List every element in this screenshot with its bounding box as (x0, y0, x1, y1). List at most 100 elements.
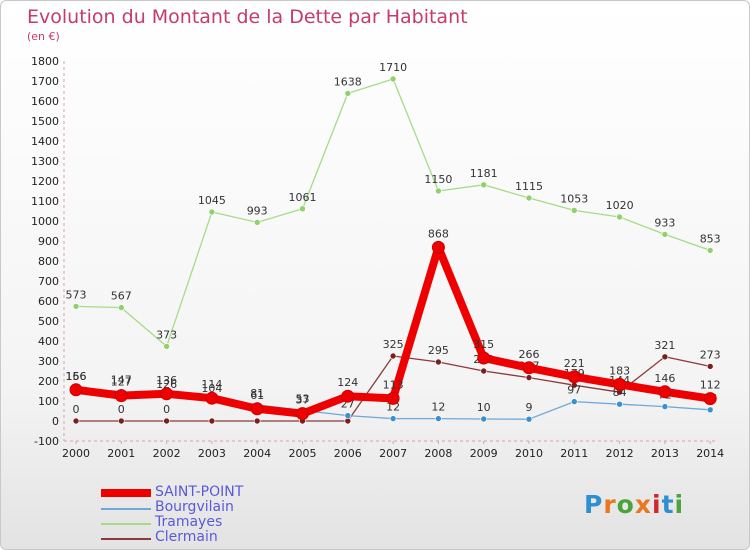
y-tick-label: 1600 (31, 95, 59, 108)
x-tick-label: 2003 (198, 447, 226, 460)
data-point-saint-point (431, 240, 445, 254)
legend-swatch-clermain (101, 538, 151, 540)
data-point-tramayes (163, 343, 170, 350)
chart-subtitle: (en €) (27, 30, 60, 43)
data-point-saint-point (386, 391, 400, 405)
x-tick-label: 2000 (62, 447, 90, 460)
data-label-saint-point: 136 (156, 374, 177, 387)
y-tick-label: 0 (52, 415, 59, 428)
data-label-bourgvilain: 104 (201, 382, 222, 395)
x-tick-label: 2004 (243, 447, 271, 460)
y-tick-label: 800 (38, 255, 59, 268)
data-point-tramayes (208, 208, 216, 216)
data-label-clermain: 325 (383, 338, 404, 351)
legend-item-tramayes: Tramayes (101, 514, 321, 531)
logo-letter: i (652, 490, 662, 519)
data-point-tramayes (616, 213, 623, 221)
y-tick-label: 1100 (31, 195, 59, 208)
logo-letter: x (634, 490, 652, 519)
x-tick-label: 2012 (606, 447, 634, 460)
data-label-bourgvilain: 81 (250, 387, 264, 400)
data-point-saint-point (341, 389, 355, 403)
legend-item-saint-point: SAINT-POINT (101, 484, 321, 501)
y-tick-label: 1800 (31, 55, 59, 68)
data-point-saint-point (160, 387, 174, 401)
data-label-clermain: 0 (118, 403, 125, 416)
data-label-tramayes: 1061 (289, 191, 317, 204)
chart-title: Evolution du Montant de la Dette par Hab… (27, 6, 468, 28)
data-label-saint-point: 146 (654, 372, 675, 385)
data-point-clermain (253, 417, 261, 425)
data-label-clermain: 0 (73, 403, 80, 416)
proxiti-logo: Proxiti (584, 490, 684, 519)
y-tick-label: 100 (38, 395, 59, 408)
logo-letter: t (661, 490, 675, 519)
y-tick-label: 400 (38, 335, 59, 348)
data-label-saint-point: 124 (337, 376, 358, 389)
legend-label-clermain: Clermain (155, 529, 218, 545)
legend-label-tramayes: Tramayes (155, 514, 223, 530)
data-point-clermain (208, 417, 216, 425)
data-label-bourgvilain: 126 (156, 378, 177, 391)
y-tick-label: 700 (38, 275, 59, 288)
y-tick-label: 1700 (31, 75, 59, 88)
data-label-bourgvilain: 97 (567, 384, 581, 397)
data-point-bourgvilain (389, 415, 397, 422)
x-tick-label: 2002 (153, 447, 181, 460)
logo-letter: P (584, 490, 604, 519)
data-label-saint-point: 112 (700, 379, 721, 392)
data-label-tramayes: 1115 (515, 180, 543, 193)
logo-letter: i (674, 490, 685, 519)
data-label-tramayes: 567 (111, 290, 132, 303)
x-tick-label: 2010 (515, 447, 543, 460)
data-point-clermain (661, 353, 669, 361)
data-point-tramayes (661, 231, 669, 238)
legend-swatch-bourgvilain (101, 508, 151, 510)
data-point-tramayes (525, 194, 533, 202)
data-point-saint-point (567, 370, 581, 384)
data-point-clermain (72, 417, 80, 425)
y-tick-label: 1400 (31, 135, 59, 148)
data-label-tramayes: 573 (66, 288, 87, 301)
x-tick-label: 2009 (470, 447, 498, 460)
data-label-saint-point: 315 (473, 338, 494, 351)
data-label-bourgvilain: 9 (526, 401, 533, 414)
y-tick-label: -100 (34, 435, 59, 448)
data-point-saint-point (613, 377, 627, 391)
data-point-bourgvilain (616, 400, 623, 408)
legend-item-bourgvilain: Bourgvilain (101, 499, 321, 516)
y-tick-label: 600 (38, 295, 59, 308)
data-label-tramayes: 1045 (198, 194, 226, 207)
y-tick-label: 300 (38, 355, 59, 368)
data-point-tramayes (706, 247, 714, 254)
data-label-saint-point: 221 (564, 357, 585, 370)
data-label-clermain: 273 (700, 348, 721, 361)
data-point-bourgvilain (661, 403, 669, 410)
data-point-tramayes (118, 304, 125, 311)
data-label-tramayes: 933 (654, 216, 675, 229)
legend-label-bourgvilain: Bourgvilain (155, 499, 234, 515)
data-point-bourgvilain (435, 415, 442, 422)
data-point-tramayes (570, 207, 578, 214)
data-point-tramayes (389, 75, 397, 83)
data-label-saint-point: 127 (111, 376, 132, 389)
legend-swatch-saint-point (101, 489, 151, 497)
data-point-saint-point (658, 385, 672, 399)
data-label-bourgvilain: 147 (111, 374, 132, 387)
data-point-saint-point (69, 383, 83, 397)
data-point-bourgvilain (480, 415, 488, 423)
data-point-saint-point (250, 402, 264, 416)
data-point-bourgvilain (706, 406, 714, 414)
data-point-tramayes (344, 90, 352, 97)
data-point-clermain (118, 417, 125, 425)
data-point-bourgvilain (344, 412, 352, 419)
x-tick-label: 2014 (696, 447, 724, 460)
x-tick-label: 2011 (560, 447, 588, 460)
data-point-clermain (706, 363, 714, 370)
data-point-clermain (435, 358, 442, 366)
y-tick-label: 1500 (31, 115, 59, 128)
data-label-tramayes: 373 (156, 328, 177, 341)
data-label-saint-point: 868 (428, 227, 449, 240)
data-point-clermain (163, 417, 170, 425)
